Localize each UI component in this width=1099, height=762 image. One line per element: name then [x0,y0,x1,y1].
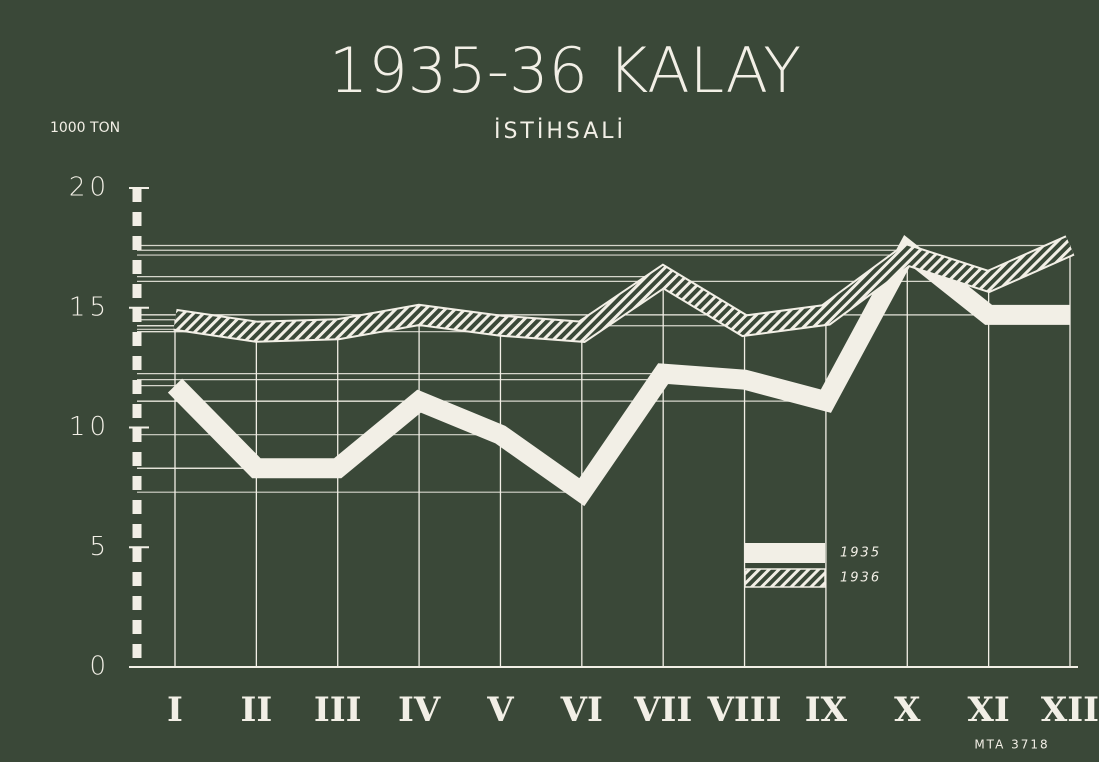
x-tick-label: VIII [706,690,781,730]
legend-label: 1936 [840,571,881,586]
x-tick-label: I [167,690,183,730]
y-axis-label: 1000 TON [50,120,120,136]
legend-swatch [744,568,826,588]
chart-subtitle: İSTİHSALİ [494,118,626,144]
y-tick-label: 0 [89,652,110,682]
x-tick-label: V [486,690,514,730]
x-tick-label: II [240,690,272,730]
y-tick-label: 10 [69,412,110,442]
y-tick-label: 15 [69,292,110,322]
x-tick-label: VI [560,690,603,730]
legend-swatch [745,543,825,563]
x-tick-label: III [314,690,362,730]
x-tick-label: IV [398,690,441,730]
chart-title: 1935-36 KALAY [329,34,801,107]
x-tick-label: XI [967,690,1009,730]
y-tick-label: 5 [89,532,110,562]
footer: MTA 3718 [974,738,1049,752]
y-tick-label: 20 [69,173,110,203]
x-tick-label: VII [633,690,692,730]
x-tick-label: X [894,690,921,730]
legend-label: 1935 [840,546,881,561]
series-line [173,237,1074,341]
x-tick-label: XII [1041,690,1099,730]
x-tick-label: IX [805,690,848,730]
